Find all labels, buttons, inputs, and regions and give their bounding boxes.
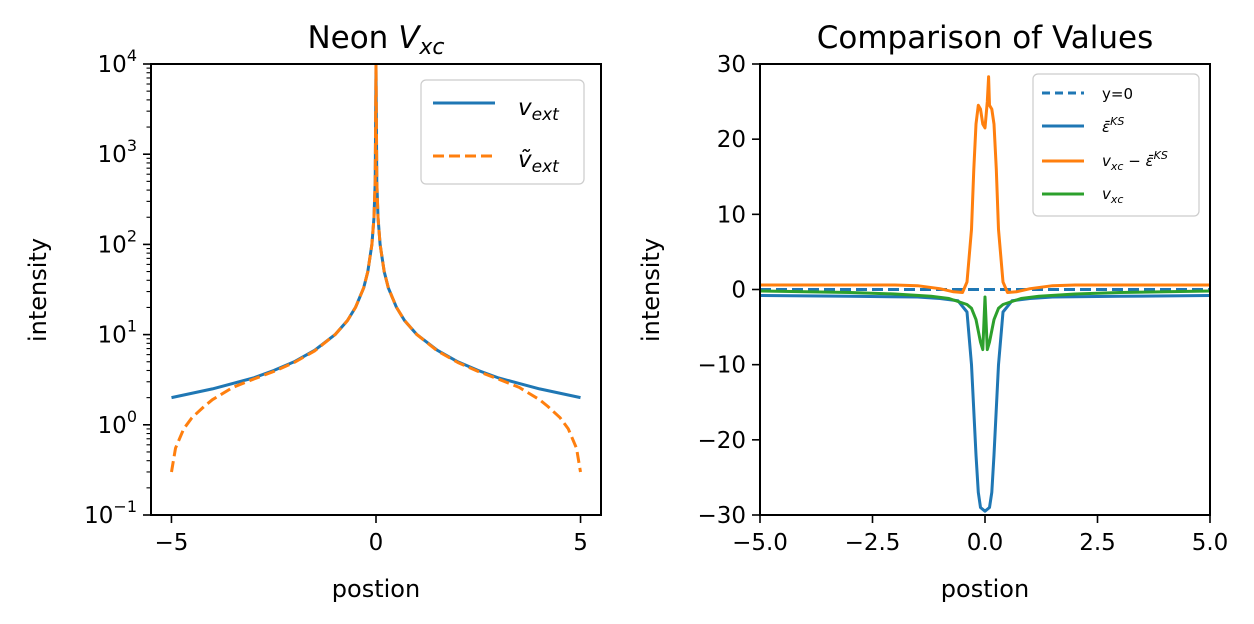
left-y-tick-label: 104: [98, 46, 137, 78]
right-y-tick-label: −10: [697, 353, 746, 379]
left-chart-title: Neon Vxc: [307, 20, 444, 60]
left-legend-label-v-tilde-ext: ṽext: [518, 147, 560, 177]
left-y-ticks: 10−1 100 101 102 103 104: [84, 46, 151, 529]
right-x-tick-label: 0.0: [967, 530, 1004, 556]
right-y-tick-label: 0: [731, 278, 746, 304]
right-y-tick-label: −30: [697, 503, 746, 529]
left-y-tick-label: 100: [98, 407, 137, 439]
left-plot-area: [170, 64, 582, 473]
right-x-tick-label: 5.0: [1192, 530, 1229, 556]
left-legend-label-v-ext: vext: [518, 95, 560, 125]
right-legend-label-vxc: vxc: [1102, 185, 1123, 206]
left-x-tick-label: −5: [155, 530, 189, 556]
right-series-2-line: [760, 75, 1210, 294]
right-y-tick-label: 20: [717, 127, 746, 153]
right-chart-title: Comparison of Values: [817, 20, 1153, 56]
left-x-ticks: −5 0 5: [155, 515, 588, 556]
right-y-tick-label: 30: [717, 52, 746, 78]
right-legend-label-vxc-minus-eps: vxc − ε̄KS: [1102, 149, 1168, 173]
left-legend: vext ṽext: [420, 79, 585, 185]
right-x-tick-label: −2.5: [845, 530, 901, 556]
left-x-axis-label: postion: [332, 575, 420, 603]
right-x-ticks: −5.0 −2.5 0.0 2.5 5.0: [732, 515, 1228, 556]
left-y-tick-label: 103: [98, 136, 137, 168]
right-series-3-line: [760, 289, 1210, 352]
right-chart-panel: Comparison of Values −5.0 −2.5 0.0 2.5 5.0 −…: [637, 20, 1228, 603]
left-y-tick-label: 10−1: [84, 497, 137, 529]
left-y-axis-label: intensity: [24, 238, 52, 342]
right-legend-label-eps-ks: ε̄KS: [1102, 115, 1124, 136]
right-legend-label-y0: y=0: [1102, 85, 1133, 103]
right-legend: y=0 ε̄KS vxc − ε̄KS vxc: [1032, 73, 1200, 217]
left-series-1-line: [170, 64, 582, 473]
left-legend-box: [420, 79, 585, 185]
left-y-tick-label: 101: [98, 317, 137, 349]
left-chart-panel: Neon Vxc −5 0 5 10−1 100 101 102 103 104 postio…: [24, 20, 602, 603]
right-y-axis-label: intensity: [637, 238, 665, 342]
right-x-axis-label: postion: [941, 575, 1029, 603]
left-x-tick-label: 0: [369, 530, 384, 556]
left-x-tick-label: 5: [573, 530, 588, 556]
right-plot-area: [760, 75, 1210, 513]
right-legend-box: [1032, 73, 1200, 217]
right-y-tick-label: −20: [697, 428, 746, 454]
right-x-tick-label: 2.5: [1079, 530, 1116, 556]
right-y-tick-label: 10: [717, 202, 746, 228]
right-y-ticks: −30 −20 −10 0 10 20 30: [697, 52, 760, 529]
right-x-tick-label: −5.0: [732, 530, 788, 556]
left-y-tick-label: 102: [98, 226, 137, 258]
